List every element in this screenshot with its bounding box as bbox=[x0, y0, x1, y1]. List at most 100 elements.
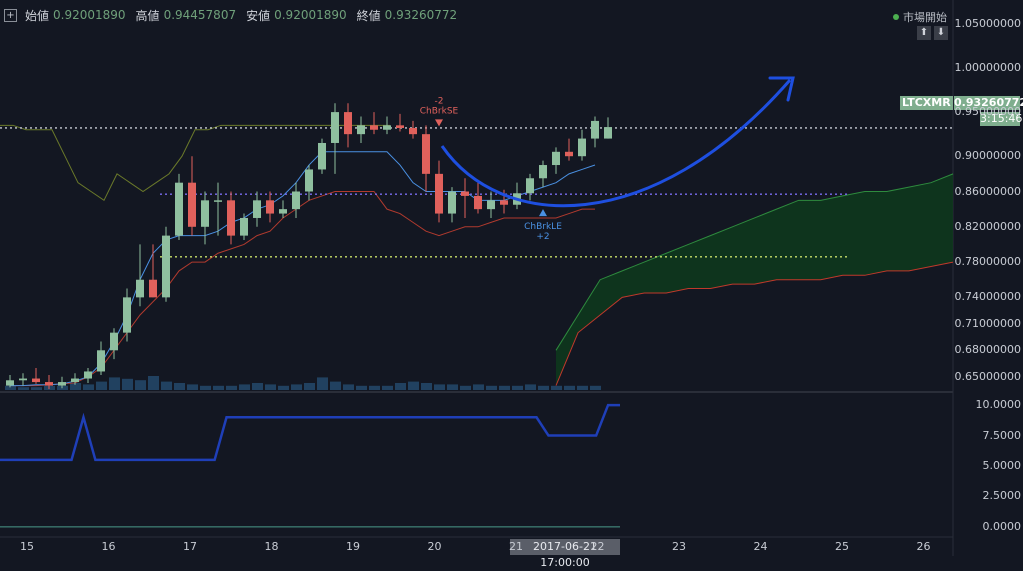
volume-bar bbox=[252, 383, 263, 390]
volume-bar bbox=[148, 376, 159, 390]
candle-body bbox=[500, 200, 508, 205]
candle-body bbox=[344, 112, 352, 135]
volume-bar bbox=[460, 385, 471, 390]
indicator-y-tick-label: 0.0000 bbox=[982, 519, 1022, 533]
volume-bar bbox=[70, 383, 81, 390]
volume-bar bbox=[473, 384, 484, 390]
open-value: 0.92001890 bbox=[53, 8, 126, 22]
low-value: 0.92001890 bbox=[274, 8, 347, 22]
volume-bar bbox=[434, 384, 445, 390]
scroll-up-icon[interactable]: ⬆ bbox=[917, 26, 931, 40]
candle-body bbox=[357, 125, 365, 135]
candle-body bbox=[214, 200, 222, 202]
candle-body bbox=[110, 332, 118, 351]
y-tick-label: 0.74000000 bbox=[954, 290, 1021, 304]
volume-bar bbox=[122, 378, 133, 390]
candle-body bbox=[266, 200, 274, 214]
open-label: 始値 bbox=[25, 8, 50, 23]
volume-bar bbox=[265, 384, 276, 390]
countdown-badge: 3:15:46 bbox=[980, 112, 1023, 126]
volume-bar bbox=[382, 385, 393, 390]
x-tick-label: 16 bbox=[101, 540, 116, 553]
volume-bar bbox=[408, 381, 419, 390]
signal-short-label: ChBrkSE bbox=[420, 106, 459, 116]
market-status: 市場開始 bbox=[893, 9, 947, 25]
kijun-line bbox=[10, 151, 596, 387]
market-status-text: 市場開始 bbox=[903, 11, 947, 24]
candle-body bbox=[188, 182, 196, 227]
volume-bar bbox=[356, 385, 367, 390]
signal-long-arrow bbox=[539, 209, 547, 217]
close-label: 終値 bbox=[356, 8, 381, 23]
scroll-down-icon[interactable]: ⬇ bbox=[934, 26, 948, 40]
high-value: 0.94457807 bbox=[163, 8, 237, 22]
y-tick-label: 0.90000000 bbox=[954, 149, 1021, 163]
candle-body bbox=[448, 191, 456, 214]
ohlc-header: + 始値 0.92001890 高値 0.94457807 安値 0.92001… bbox=[4, 6, 463, 24]
chart-stage: -2 ChBrkSE ChBrkLE +2 bbox=[0, 0, 1023, 556]
volume-bar bbox=[213, 385, 224, 390]
x-tick-label: 15 bbox=[20, 540, 34, 553]
candle-body bbox=[474, 195, 482, 210]
volume-bar bbox=[369, 385, 380, 390]
volume-bar bbox=[278, 385, 289, 390]
ichimoku-cloud bbox=[556, 173, 953, 386]
volume-bar bbox=[304, 383, 315, 390]
x-tick-label: 25 bbox=[835, 540, 849, 553]
indicator-y-tick-label: 10.0000 bbox=[975, 398, 1022, 412]
volume-bar bbox=[330, 381, 341, 390]
volume-bar bbox=[187, 384, 198, 390]
candle-body bbox=[32, 378, 40, 383]
candle-body bbox=[370, 125, 378, 130]
candle-body bbox=[383, 125, 391, 130]
x-tick-label: 17 bbox=[183, 540, 197, 553]
candle-body bbox=[201, 200, 209, 227]
candle-body bbox=[604, 127, 612, 139]
candle-body bbox=[565, 151, 573, 157]
candle-body bbox=[136, 279, 144, 298]
volume-bar bbox=[200, 385, 211, 390]
candle-body bbox=[162, 235, 170, 298]
volume-bar bbox=[538, 385, 549, 390]
candle-body bbox=[45, 382, 53, 386]
candle-body bbox=[396, 125, 404, 128]
price-badge: 0.93260772 bbox=[954, 96, 1023, 110]
volume-bar bbox=[551, 385, 562, 390]
volume-bar bbox=[5, 385, 16, 390]
volume-bar bbox=[512, 385, 523, 390]
close-value: 0.93260772 bbox=[384, 8, 458, 22]
candle-body bbox=[526, 178, 534, 194]
candle-body bbox=[422, 134, 430, 174]
signal-short-value: -2 bbox=[435, 96, 444, 106]
volume-bar bbox=[135, 380, 146, 390]
volume-bar bbox=[174, 383, 185, 390]
volume-bar bbox=[525, 384, 536, 390]
y-tick-label: 0.68000000 bbox=[954, 343, 1021, 357]
volume-bar bbox=[291, 384, 302, 390]
volume-bar bbox=[226, 385, 237, 390]
candle-body bbox=[435, 173, 443, 214]
volume-bar bbox=[590, 385, 601, 390]
senkou-span-a-line bbox=[555, 173, 954, 351]
indicator-y-tick-label: 7.5000 bbox=[982, 428, 1022, 442]
candle-body bbox=[149, 279, 157, 298]
y-tick-label: 0.95000000 bbox=[954, 105, 1021, 119]
candle-body bbox=[19, 378, 27, 381]
candle-body bbox=[487, 200, 495, 210]
candle-body bbox=[97, 350, 105, 372]
projection-arrow-curve bbox=[440, 79, 792, 208]
candle-body bbox=[578, 138, 586, 157]
signal-long-value: +2 bbox=[536, 232, 549, 242]
y-tick-label: 0.86000000 bbox=[954, 184, 1021, 198]
y-tick-label: 1.00000000 bbox=[954, 60, 1021, 74]
volume-bar bbox=[499, 385, 510, 390]
candle-body bbox=[123, 297, 131, 333]
candle-body bbox=[409, 127, 417, 135]
x-tick-label: 20 bbox=[427, 540, 442, 553]
candle-body bbox=[552, 151, 560, 166]
candle-body bbox=[58, 382, 66, 386]
x-tick-label: 26 bbox=[916, 540, 931, 553]
add-symbol-icon[interactable]: + bbox=[4, 8, 17, 22]
volume-bar bbox=[564, 385, 575, 390]
